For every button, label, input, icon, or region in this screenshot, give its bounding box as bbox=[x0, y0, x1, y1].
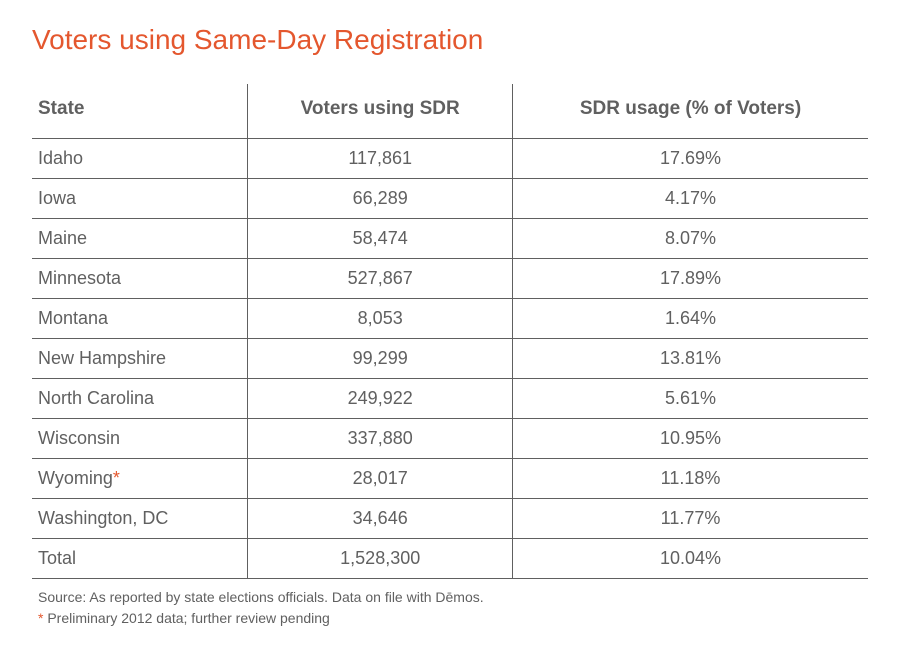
cell-pct: 10.95% bbox=[513, 419, 868, 459]
col-header-voters: Voters using SDR bbox=[248, 84, 513, 139]
cell-voters: 58,474 bbox=[248, 219, 513, 259]
footnote: Source: As reported by state elections o… bbox=[32, 587, 868, 629]
cell-pct: 11.18% bbox=[513, 459, 868, 499]
table-row: Maine58,4748.07% bbox=[32, 219, 868, 259]
table-row: New Hampshire99,29913.81% bbox=[32, 339, 868, 379]
cell-state: Idaho bbox=[32, 139, 248, 179]
cell-voters: 99,299 bbox=[248, 339, 513, 379]
table-row: Iowa66,2894.17% bbox=[32, 179, 868, 219]
page-title: Voters using Same-Day Registration bbox=[32, 24, 868, 56]
table-row: Washington, DC34,64611.77% bbox=[32, 499, 868, 539]
cell-pct: 1.64% bbox=[513, 299, 868, 339]
cell-pct: 17.69% bbox=[513, 139, 868, 179]
col-header-pct: SDR usage (% of Voters) bbox=[513, 84, 868, 139]
cell-state: Montana bbox=[32, 299, 248, 339]
cell-state: Wisconsin bbox=[32, 419, 248, 459]
sdr-table: State Voters using SDR SDR usage (% of V… bbox=[32, 84, 868, 579]
cell-state: New Hampshire bbox=[32, 339, 248, 379]
cell-voters: 527,867 bbox=[248, 259, 513, 299]
cell-pct: 5.61% bbox=[513, 379, 868, 419]
col-header-state: State bbox=[32, 84, 248, 139]
table-row: North Carolina249,9225.61% bbox=[32, 379, 868, 419]
footnote-asterisk-line: * Preliminary 2012 data; further review … bbox=[38, 608, 868, 629]
cell-voters: 1,528,300 bbox=[248, 539, 513, 579]
footnote-asterisk-text: Preliminary 2012 data; further review pe… bbox=[43, 610, 329, 626]
footnote-source: Source: As reported by state elections o… bbox=[38, 587, 868, 608]
table-row: Montana8,0531.64% bbox=[32, 299, 868, 339]
cell-voters: 8,053 bbox=[248, 299, 513, 339]
cell-pct: 4.17% bbox=[513, 179, 868, 219]
cell-pct: 17.89% bbox=[513, 259, 868, 299]
table-row: Minnesota527,86717.89% bbox=[32, 259, 868, 299]
cell-state: Wyoming* bbox=[32, 459, 248, 499]
cell-voters: 66,289 bbox=[248, 179, 513, 219]
cell-state: Iowa bbox=[32, 179, 248, 219]
cell-voters: 28,017 bbox=[248, 459, 513, 499]
cell-state: Maine bbox=[32, 219, 248, 259]
cell-pct: 8.07% bbox=[513, 219, 868, 259]
table-row: Wisconsin337,88010.95% bbox=[32, 419, 868, 459]
cell-pct: 11.77% bbox=[513, 499, 868, 539]
cell-state: Minnesota bbox=[32, 259, 248, 299]
table-header-row: State Voters using SDR SDR usage (% of V… bbox=[32, 84, 868, 139]
cell-state: Total bbox=[32, 539, 248, 579]
cell-pct: 13.81% bbox=[513, 339, 868, 379]
cell-state: North Carolina bbox=[32, 379, 248, 419]
cell-voters: 337,880 bbox=[248, 419, 513, 459]
cell-voters: 117,861 bbox=[248, 139, 513, 179]
table-row: Idaho117,86117.69% bbox=[32, 139, 868, 179]
table-row: Wyoming*28,01711.18% bbox=[32, 459, 868, 499]
cell-voters: 34,646 bbox=[248, 499, 513, 539]
cell-pct: 10.04% bbox=[513, 539, 868, 579]
asterisk-icon: * bbox=[113, 468, 120, 488]
cell-voters: 249,922 bbox=[248, 379, 513, 419]
cell-state: Washington, DC bbox=[32, 499, 248, 539]
table-row: Total1,528,30010.04% bbox=[32, 539, 868, 579]
